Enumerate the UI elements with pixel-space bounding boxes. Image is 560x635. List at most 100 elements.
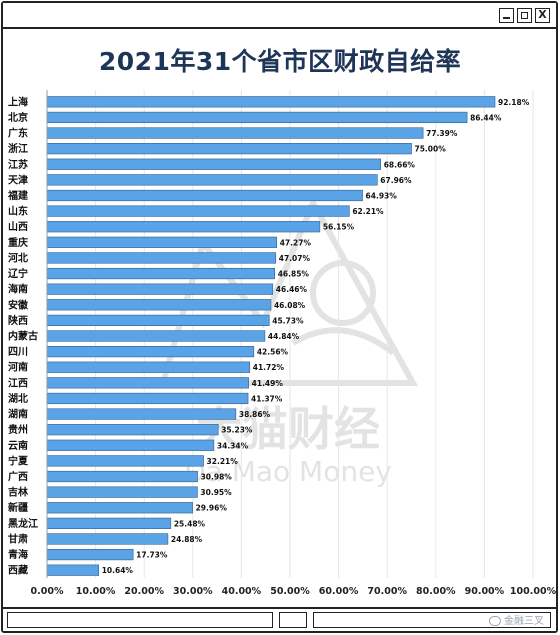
bar xyxy=(46,221,321,233)
data-label: 10.64% xyxy=(102,566,134,575)
data-label: 77.39% xyxy=(426,129,458,138)
bar xyxy=(46,111,468,124)
bar xyxy=(46,127,424,139)
category-label: 北京 xyxy=(8,111,28,124)
bar xyxy=(46,392,249,405)
data-label: 62.21% xyxy=(352,207,384,216)
data-label: 17.73% xyxy=(136,551,168,560)
bar xyxy=(46,330,266,342)
data-label: 64.93% xyxy=(366,191,398,200)
category-label: 江西 xyxy=(8,376,28,389)
x-tick-label: 40.00% xyxy=(222,586,262,597)
category-label: 湖北 xyxy=(8,392,28,405)
category-label: 山西 xyxy=(8,220,28,233)
data-label: 25.48% xyxy=(174,519,206,528)
data-label: 29.96% xyxy=(196,504,228,513)
bar xyxy=(46,267,275,280)
category-label: 湖南 xyxy=(8,408,28,421)
bar xyxy=(46,533,169,545)
x-tick-label: 100.00% xyxy=(510,586,557,597)
data-label: 56.15% xyxy=(323,223,355,232)
data-label: 30.95% xyxy=(200,488,232,497)
category-label: 安徽 xyxy=(8,298,29,311)
category-label: 广西 xyxy=(8,470,28,483)
data-label: 41.49% xyxy=(252,379,284,388)
data-label: 41.72% xyxy=(253,363,285,372)
category-label: 福建 xyxy=(7,189,29,202)
x-tick-label: 60.00% xyxy=(319,586,359,597)
data-label: 46.46% xyxy=(276,285,308,294)
data-label: 47.07% xyxy=(279,254,311,263)
x-tick-label: 10.00% xyxy=(76,586,116,597)
data-label: 42.56% xyxy=(257,348,289,357)
data-label: 24.88% xyxy=(171,535,203,544)
data-label: 44.84% xyxy=(268,332,300,341)
category-label: 山东 xyxy=(8,205,28,218)
data-label: 92.18% xyxy=(498,98,530,107)
footer-bar: 金融三叉 xyxy=(3,607,556,631)
data-label: 75.00% xyxy=(415,145,447,154)
category-label: 吉林 xyxy=(8,486,29,499)
data-label: 38.86% xyxy=(239,410,271,419)
category-label: 黑龙江 xyxy=(8,517,38,530)
category-label: 上海 xyxy=(8,95,28,108)
category-label: 内蒙古 xyxy=(8,330,38,343)
data-label: 67.96% xyxy=(380,176,412,185)
maximize-button[interactable] xyxy=(517,8,532,23)
footer-field-middle xyxy=(279,612,307,628)
category-label: 陕西 xyxy=(8,314,28,327)
x-tick-label: 70.00% xyxy=(367,586,407,597)
data-label: 47.27% xyxy=(280,238,312,247)
category-label: 重庆 xyxy=(8,236,28,249)
window-titlebar: X xyxy=(3,3,556,29)
category-label: 河南 xyxy=(8,361,28,374)
bar xyxy=(46,564,100,576)
data-label: 68.66% xyxy=(384,160,416,169)
x-tick-label: 80.00% xyxy=(416,586,456,597)
data-label: 41.37% xyxy=(251,394,283,403)
data-label: 46.08% xyxy=(274,301,306,310)
bar xyxy=(46,143,412,155)
bar xyxy=(46,346,255,358)
bar xyxy=(46,205,350,217)
category-label: 宁夏 xyxy=(8,454,29,467)
bar xyxy=(46,314,270,326)
category-label: 云南 xyxy=(8,439,28,452)
category-label: 西藏 xyxy=(8,564,28,577)
category-label: 江苏 xyxy=(8,158,28,171)
bar xyxy=(46,377,249,389)
footer-field-left xyxy=(7,612,273,628)
bar xyxy=(46,252,277,264)
bar xyxy=(46,96,496,108)
minimize-button[interactable] xyxy=(499,8,514,23)
bar xyxy=(46,361,251,373)
wechat-icon xyxy=(489,616,501,626)
footer-credit-text: 金融三叉 xyxy=(504,616,544,627)
x-tick-label: 20.00% xyxy=(124,586,164,597)
category-label: 青海 xyxy=(8,548,28,561)
bar xyxy=(46,408,237,420)
category-label: 甘肃 xyxy=(8,532,28,545)
data-label: 45.73% xyxy=(272,316,304,325)
category-label: 贵州 xyxy=(8,423,28,436)
category-label: 辽宁 xyxy=(8,267,28,280)
data-label: 32.21% xyxy=(207,457,239,466)
data-label: 35.23% xyxy=(221,426,253,435)
bar xyxy=(46,174,378,186)
x-tick-label: 30.00% xyxy=(173,586,213,597)
category-label: 海南 xyxy=(8,283,28,296)
x-tick-label: 0.00% xyxy=(31,586,64,597)
bar xyxy=(46,299,272,311)
category-label: 河北 xyxy=(8,251,28,264)
bar xyxy=(46,517,172,529)
footer-credit: 金融三叉 xyxy=(489,612,544,627)
bar xyxy=(46,502,193,514)
bar xyxy=(46,424,219,436)
data-label: 46.85% xyxy=(278,270,310,279)
bar xyxy=(46,158,381,170)
bar xyxy=(46,486,198,498)
close-button[interactable]: X xyxy=(535,8,550,23)
bar xyxy=(46,189,363,202)
chart-title: 2021年31个省市区财政自给率 xyxy=(98,47,462,76)
category-label: 广东 xyxy=(8,127,28,140)
